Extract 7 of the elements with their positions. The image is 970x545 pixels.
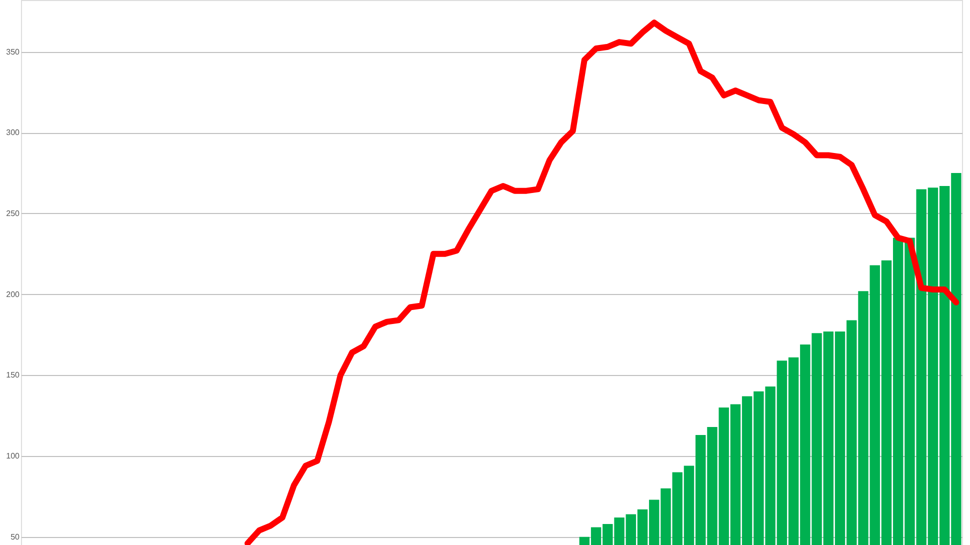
y-tick-label: 50 (10, 532, 20, 542)
y-tick-label: 200 (6, 290, 20, 299)
y-tick-label: 250 (6, 208, 20, 218)
y-tick-label: 150 (6, 370, 20, 380)
y-tick-label: 350 (6, 47, 20, 56)
y-tick-label: 100 (6, 452, 20, 461)
y-tick-label: 300 (6, 128, 20, 138)
